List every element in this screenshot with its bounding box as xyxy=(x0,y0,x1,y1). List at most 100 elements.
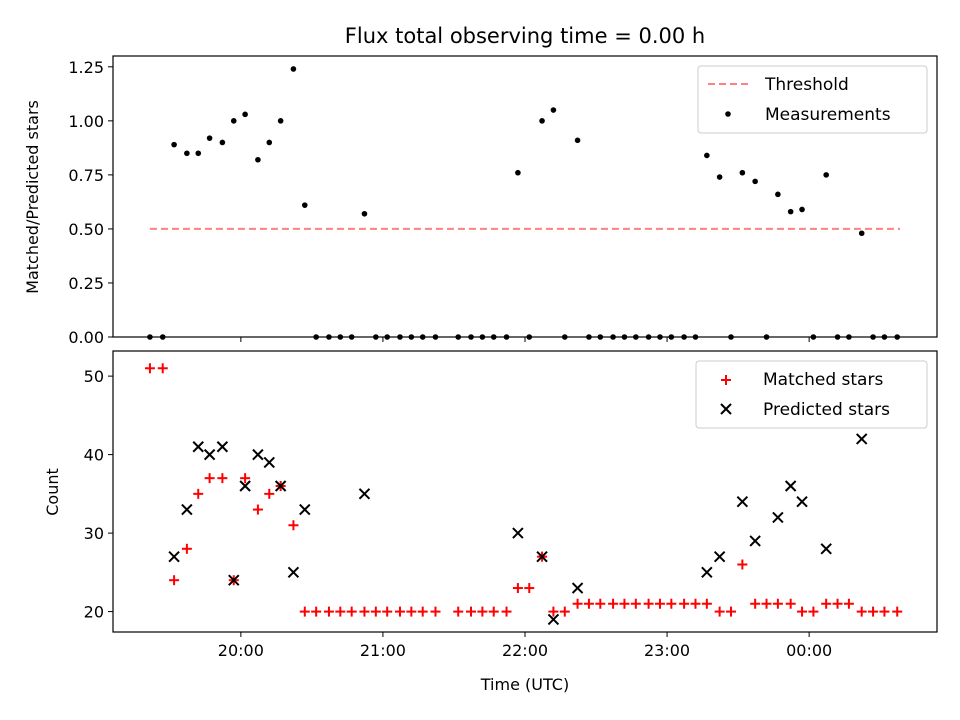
predicted-star-point xyxy=(274,480,287,492)
predicted-star-point xyxy=(547,613,560,626)
measurement-point xyxy=(195,150,202,157)
top-y-axis-label: Matched/Predicted stars xyxy=(23,100,42,294)
matched-star-point xyxy=(630,598,641,609)
measurement-point xyxy=(301,202,308,208)
matched-star-point xyxy=(737,559,748,570)
matched-star-point xyxy=(466,606,477,617)
bottom-legend: Matched stars Predicted stars xyxy=(695,360,928,429)
predicted-star-point xyxy=(252,448,264,461)
matched-star-point xyxy=(892,606,903,617)
measurement-point xyxy=(171,141,177,148)
matched-star-point xyxy=(761,598,772,609)
measurement-point xyxy=(184,150,190,157)
y-tick-label: 30 xyxy=(84,524,104,543)
matched-star-point xyxy=(394,606,405,617)
x-axis-label: Time (UTC) xyxy=(480,675,569,694)
predicted-star-point xyxy=(216,441,229,453)
x-tick-label: 20:00 xyxy=(218,641,264,660)
matched-star-point xyxy=(252,504,263,515)
measurement-point xyxy=(266,139,273,146)
measurement-point xyxy=(515,169,521,176)
measurement-point xyxy=(799,206,805,213)
matched-star-point xyxy=(370,606,381,617)
y-tick-label: 1.00 xyxy=(68,112,104,131)
matched-star-point xyxy=(430,606,441,617)
y-tick-label: 40 xyxy=(84,446,104,465)
measurement-point xyxy=(206,135,213,141)
measurement-point xyxy=(739,169,746,176)
measurement-point xyxy=(539,118,545,124)
top-legend-frame xyxy=(697,65,928,134)
measurement-point xyxy=(255,156,261,163)
bottom-legend-frame xyxy=(695,360,928,429)
matched-star-point xyxy=(311,606,322,617)
measurement-point xyxy=(361,210,368,217)
matched-star-point xyxy=(785,598,796,609)
matched-star-point xyxy=(843,598,854,609)
predicted-star-point xyxy=(299,503,311,516)
legend-matched-label: Matched stars xyxy=(763,370,883,390)
x-tick-label: 00:00 xyxy=(786,641,832,660)
matched-star-point xyxy=(856,606,867,617)
matched-star-point xyxy=(204,473,215,484)
matched-star-point xyxy=(501,606,512,617)
matched-star-point xyxy=(512,583,523,594)
matched-star-point xyxy=(572,598,583,609)
predicted-star-point xyxy=(192,441,204,453)
matched-star-point xyxy=(879,606,890,617)
y-tick-label: 0.50 xyxy=(68,220,104,239)
y-tick-label: 0.25 xyxy=(68,274,104,293)
matched-star-point xyxy=(654,598,665,609)
matched-star-point xyxy=(797,606,808,617)
predicted-star-point xyxy=(263,456,275,469)
measurement-point xyxy=(290,66,297,72)
matched-star-point xyxy=(583,598,594,609)
measurement-point xyxy=(752,178,758,185)
matched-star-point xyxy=(169,575,180,586)
predicted-star-point xyxy=(203,448,216,461)
measurement-point xyxy=(219,139,226,146)
matched-star-point xyxy=(750,598,761,609)
matched-star-point xyxy=(690,598,701,609)
predicted-star-point xyxy=(855,433,868,445)
legend-predicted-swatch xyxy=(720,403,732,415)
predicted-star-point xyxy=(571,582,584,594)
predicted-star-point xyxy=(181,503,193,516)
measurement-point xyxy=(823,172,829,178)
matched-star-point xyxy=(679,598,690,609)
matched-star-point xyxy=(808,606,819,617)
matched-star-point xyxy=(595,598,606,609)
matched-star-point xyxy=(477,606,488,617)
matched-star-point xyxy=(832,598,843,609)
predicted-star-point xyxy=(713,550,726,563)
x-tick-label: 21:00 xyxy=(360,641,406,660)
y-tick-label: 0.75 xyxy=(68,166,104,185)
matched-star-point xyxy=(217,473,228,484)
measurement-point xyxy=(858,230,865,237)
legend-measurements-swatch xyxy=(725,111,731,117)
predicted-star-point xyxy=(749,535,761,547)
chart-title: Flux total observing time = 0.00 h xyxy=(345,24,705,48)
predicted-star-point xyxy=(512,527,524,539)
matched-star-point xyxy=(335,606,346,617)
matched-star-point xyxy=(264,488,275,499)
matched-star-point xyxy=(240,473,251,484)
matched-star-point xyxy=(382,606,393,617)
measurement-point xyxy=(716,174,723,180)
matched-star-point xyxy=(524,583,535,594)
legend-predicted-label: Predicted stars xyxy=(763,400,890,420)
matched-star-point xyxy=(714,606,725,617)
predicted-star-point xyxy=(701,566,713,579)
matched-star-point xyxy=(488,606,499,617)
predicted-star-point xyxy=(772,511,784,524)
predicted-star-point xyxy=(239,480,251,492)
matched-star-point xyxy=(666,598,677,609)
panel-counts: 20 30 40 50 20:00 21:00 22:00 23:00 00:00 Count… xyxy=(43,350,938,694)
matched-star-point xyxy=(181,543,192,554)
matched-star-point xyxy=(193,488,204,499)
legend-matched-swatch xyxy=(721,375,731,385)
matched-star-point xyxy=(157,363,168,374)
matched-star-point xyxy=(772,598,783,609)
predicted-star-point xyxy=(358,488,371,500)
matched-star-point xyxy=(323,606,334,617)
